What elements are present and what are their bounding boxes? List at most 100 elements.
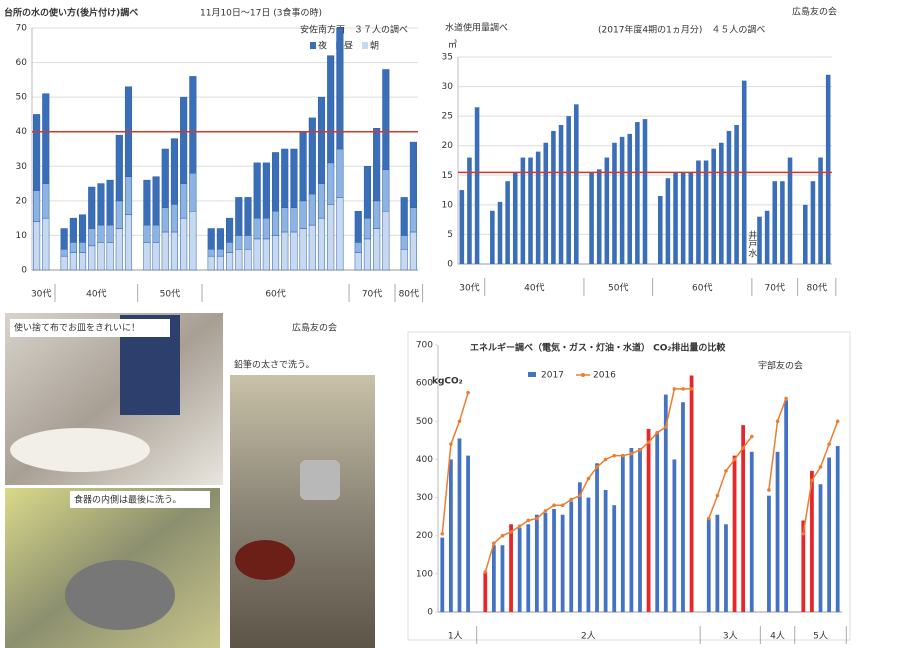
bar-segment [363,217,372,240]
bar-segment [354,252,362,271]
bar-segment [161,231,169,271]
bar [551,130,556,264]
line-marker [457,419,462,424]
bar [596,169,602,264]
bar-segment [290,231,298,271]
bar [635,122,640,264]
bar-segment [143,179,151,226]
bar [741,425,746,612]
line-marker [646,440,651,445]
line-marker [483,570,488,574]
bar [535,151,541,264]
bar-segment [354,242,362,253]
bar [689,375,694,612]
y-tick-label: 400 [416,455,433,465]
bar-segment [152,242,160,271]
bar-segment [226,217,234,243]
line-marker [767,488,771,492]
line-marker [706,516,711,521]
bar-segment [308,224,316,271]
bar-segment [42,93,50,184]
bar [589,172,594,264]
y-tick-label: 0 [21,266,27,276]
bar [526,524,531,612]
credit: 広島友の会 [792,6,837,18]
photo-caption: 鉛筆の太さで洗う。 [234,359,314,371]
line-marker [810,478,814,483]
bar-segment [124,214,133,271]
legend-label: 昼 [344,41,353,52]
line-marker [500,533,505,538]
bar-segment [88,186,96,229]
bar-segment [354,210,362,243]
bar-segment [409,141,417,209]
bar-segment [115,134,123,202]
bar [719,142,724,264]
bar [440,537,445,612]
bar-segment [317,217,326,271]
bar-segment [327,162,335,205]
bar-segment [235,249,243,271]
bar [574,104,579,264]
bar-segment [42,217,50,271]
bar-segment [400,249,408,271]
bar [449,459,453,612]
line-marker [775,419,780,424]
bar-segment [97,183,105,226]
line-marker [621,453,625,458]
bar-segment [382,69,390,170]
y-tick-label: 15 [442,171,453,181]
line-marker [801,532,806,536]
chart-subtitle: 11月10日〜17日 (3食事の時) [200,7,322,19]
bar-segment [299,228,307,271]
bar-segment [336,27,344,150]
group-label: 60代 [692,283,712,294]
group-label: 5人 [813,631,828,642]
bar [558,125,564,264]
bar [680,172,686,264]
chart-subtitle: (2017年度4期の1ヵ月分) ４５人の調べ [598,24,765,36]
bar-segment [253,162,261,219]
bar [569,501,574,612]
group-label: 40代 [524,283,544,294]
line-marker [681,387,685,391]
legend-label: 2016 [593,371,616,381]
photo [230,375,375,648]
bar-segment [60,255,68,271]
credit: 宇部友の会 [758,360,803,372]
line-marker [440,532,445,536]
bar-segment [78,214,87,243]
line-marker [543,509,548,513]
bar-segment [244,235,252,250]
bar [818,157,823,264]
bar [500,545,505,612]
bar [764,210,770,264]
bar [534,514,539,612]
bar-segment [327,55,335,164]
bar-segment [216,249,224,257]
bar [612,142,617,264]
line-marker [517,524,522,528]
bar [612,505,617,612]
bar-segment [235,235,243,250]
caption-box [10,319,170,337]
bar-segment [33,114,41,191]
bar [711,148,716,264]
chart-title: エネルギー調べ（電気・ガス・灯油・水道） CO₂排出量の比較 [470,342,726,354]
bar-segment [189,76,197,174]
bar [459,190,465,264]
legend-swatch [362,42,368,49]
line-marker [466,390,470,395]
bar-segment [327,204,335,271]
bar [663,394,668,612]
bar-segment [400,197,408,236]
bar-segment [262,162,270,219]
y-tick-label: 30 [442,82,454,92]
bar [638,447,642,612]
group-label: 70代 [765,283,785,294]
line-marker [732,457,737,462]
bar-segment [161,148,169,209]
bar [491,545,496,612]
bar-segment [290,207,298,233]
bar [509,524,513,612]
